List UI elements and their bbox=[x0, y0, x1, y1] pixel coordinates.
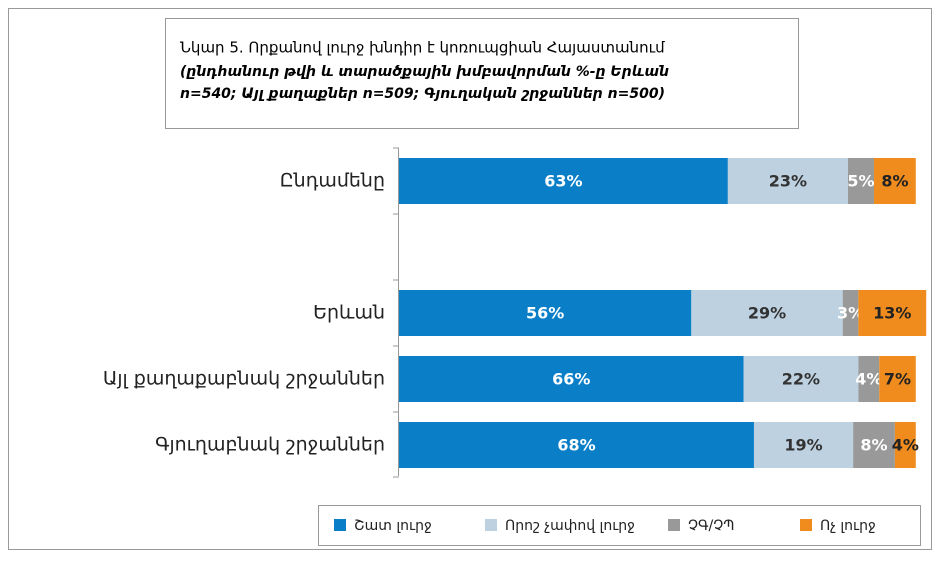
bar-segment bbox=[743, 356, 859, 402]
category-label: Այլ քաղաքաբնակ շրջաններ bbox=[103, 368, 385, 390]
value-label: 8% bbox=[860, 436, 887, 455]
value-label: 3% bbox=[837, 304, 864, 323]
legend-label: Ոչ լուրջ bbox=[820, 518, 876, 534]
bar-segment bbox=[399, 158, 728, 204]
value-label: 5% bbox=[847, 172, 874, 191]
bar-segment bbox=[399, 290, 692, 336]
legend-swatch bbox=[485, 519, 497, 531]
value-label: 4% bbox=[855, 370, 882, 389]
value-label: 66% bbox=[552, 370, 590, 389]
legend-swatch bbox=[334, 519, 346, 531]
legend-swatch bbox=[668, 519, 680, 531]
bar-segment bbox=[691, 290, 843, 336]
bar-segment bbox=[842, 290, 859, 336]
bar-segment bbox=[879, 356, 916, 402]
bar-segment bbox=[858, 290, 927, 336]
title-box bbox=[165, 18, 799, 129]
value-label: 8% bbox=[881, 172, 908, 191]
bar-segment bbox=[727, 158, 848, 204]
legend-label: ՉԳ/ՉՊ bbox=[688, 518, 734, 534]
value-label: 68% bbox=[557, 436, 595, 455]
bar-segment bbox=[847, 158, 875, 204]
bar-segment bbox=[399, 422, 754, 468]
value-label: 7% bbox=[884, 370, 911, 389]
chart-subtitle: (ընդհանուր թվի և տարածքային խմբավորման %… bbox=[180, 64, 669, 80]
value-label: 19% bbox=[784, 436, 822, 455]
bar-segment bbox=[399, 356, 744, 402]
category-label: Երևան bbox=[313, 302, 385, 324]
value-label: 13% bbox=[873, 304, 911, 323]
bar-segment bbox=[858, 356, 880, 402]
value-label: 23% bbox=[769, 172, 807, 191]
value-label: 56% bbox=[526, 304, 564, 323]
value-label: 29% bbox=[748, 304, 786, 323]
value-label: 22% bbox=[782, 370, 820, 389]
legend-swatch bbox=[800, 519, 812, 531]
value-label: 63% bbox=[544, 172, 582, 191]
category-label: Ընդամենը bbox=[280, 170, 385, 192]
category-label: Գյուղաբնակ շրջաններ bbox=[155, 434, 385, 456]
legend-label: Շատ լուրջ bbox=[354, 518, 432, 534]
value-label: 4% bbox=[892, 436, 919, 455]
chart-subtitle: n=540; Այլ քաղաքներ n=509; Գյուղական շրջ… bbox=[180, 86, 665, 102]
legend-label: Որոշ չափով լուրջ bbox=[505, 518, 635, 534]
bar-segment bbox=[853, 422, 895, 468]
bar-segment bbox=[753, 422, 854, 468]
legend-box bbox=[318, 505, 921, 546]
chart-title: Նկար 5. Որքանով լուրջ խնդիր է կոռուպցիան… bbox=[180, 39, 665, 57]
bar-segment bbox=[874, 158, 916, 204]
bar-segment bbox=[894, 422, 916, 468]
